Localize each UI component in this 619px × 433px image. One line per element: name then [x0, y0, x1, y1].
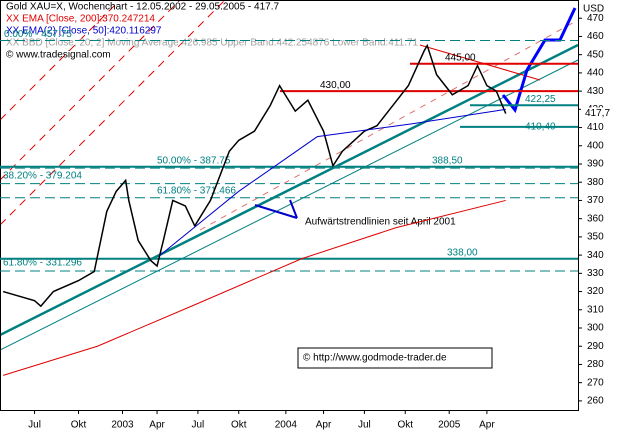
- x-tick-label: Jul: [192, 420, 205, 431]
- y-tick-label: 380: [587, 177, 604, 188]
- y-tick-label: 370: [587, 195, 604, 206]
- projection: [501, 7, 577, 114]
- channel-line: [199, 19, 579, 231]
- x-tick-label: Okt: [71, 420, 87, 431]
- last-value-label: 417,7: [585, 108, 610, 119]
- x-tick-label: Apr: [316, 420, 332, 431]
- header-line: © www.tradesignal.com: [6, 50, 111, 61]
- y-tick-label: 440: [587, 68, 604, 79]
- trend-line: [0, 43, 579, 337]
- x-tick-label: Okt: [397, 420, 413, 431]
- y-tick-label: 450: [587, 49, 604, 60]
- last-value-box: [581, 107, 617, 120]
- y-tick-label: 400: [587, 140, 604, 151]
- y-tick-label: 350: [587, 232, 604, 243]
- chart-title: Gold XAU=X, Wochenchart - 12.05.2002 - 2…: [6, 2, 279, 13]
- trend-line: [0, 59, 579, 351]
- y-tick-label: 320: [587, 286, 604, 297]
- level-label: 338,00: [447, 247, 478, 258]
- decor: [0, 0, 579, 369]
- level-label: 430,00: [320, 80, 351, 91]
- channel-line: [0, 0, 181, 181]
- x-tick-label: Okt: [231, 420, 247, 431]
- y-tick-label: 410: [587, 122, 604, 133]
- y-tick-label: 470: [587, 13, 604, 24]
- header-line: XX EMA [Close, 200]:370.247214: [6, 14, 155, 25]
- x-tick-label: 2005: [438, 420, 461, 431]
- pointer: [254, 204, 298, 219]
- x-tick-label: 2004: [275, 420, 298, 431]
- plot-frame: [0, 0, 579, 411]
- x-tick-label: Jul: [28, 420, 41, 431]
- y-tick-label: 430: [587, 86, 604, 97]
- y-tick-label: 300: [587, 323, 604, 334]
- y-tick-label: 260: [587, 396, 604, 407]
- level-label: 410,40: [525, 121, 556, 132]
- y-tick-label: 340: [587, 250, 604, 261]
- series-line: [2, 199, 506, 376]
- level-label: 445,00: [445, 52, 476, 63]
- y-axis-label: USD: [583, 4, 604, 15]
- x-tick-label: Apr: [479, 420, 495, 431]
- y-tick-label: 390: [587, 159, 604, 170]
- annotation: Aufwärtstrendlinien seit April 2001: [305, 217, 456, 228]
- x-tick-label: 2003: [111, 420, 134, 431]
- x-tick-label: Apr: [149, 420, 165, 431]
- level-label: 388,50: [432, 155, 463, 166]
- channel-line: [0, 0, 226, 226]
- level-label: 422,25: [525, 94, 556, 105]
- level-label: 50.00% - 387.75: [157, 156, 231, 167]
- pointer: [289, 199, 298, 219]
- y-tick-label: 290: [587, 341, 604, 352]
- level-label: 61.80% - 331.296: [3, 258, 82, 269]
- series-line: [2, 43, 507, 308]
- series-line: [159, 108, 506, 256]
- header-line: XX BBD [Close, 20, 2] Moving Average:426…: [6, 38, 419, 49]
- level-label: 0.00% - 457.75: [4, 29, 72, 40]
- header-line: XX EMA(2) [Close, 50]:420.116297: [6, 26, 162, 37]
- y-tick-label: 360: [587, 213, 604, 224]
- y-tick-label: 270: [587, 377, 604, 388]
- trend-line: [419, 44, 541, 81]
- y-tick-label: 330: [587, 268, 604, 279]
- x-tick-label: Jul: [358, 420, 371, 431]
- y-tick-label: 280: [587, 359, 604, 370]
- level-label: 61.80% - 371.466: [157, 185, 236, 196]
- y-tick-label: 460: [587, 31, 604, 42]
- copyright: © http://www.godmode-trader.de: [303, 353, 447, 364]
- copyright-box: [297, 347, 493, 369]
- y-tick-label: 310: [587, 304, 604, 315]
- level-label: 38.20% - 379.204: [3, 170, 82, 181]
- channel-line: [0, 0, 121, 121]
